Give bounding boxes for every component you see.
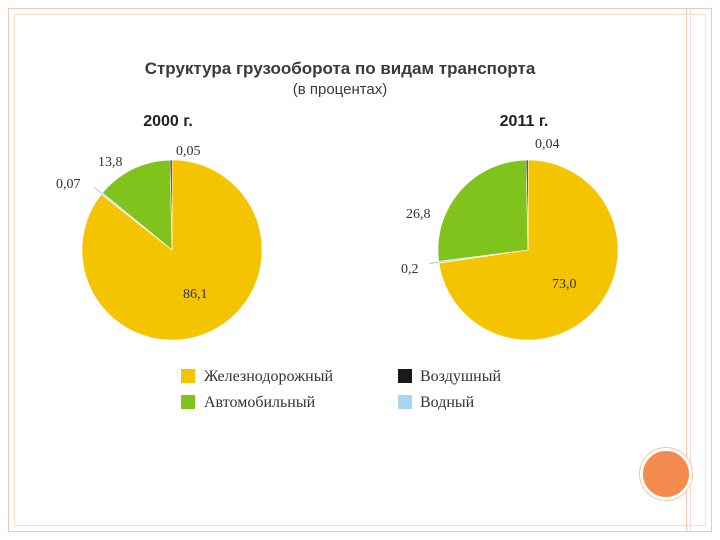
legend-swatch-auto: [181, 395, 195, 409]
slide-frame-outer: [8, 8, 712, 532]
pie-slice-2011-rail: [438, 159, 619, 341]
legend-label-air: Воздушный: [420, 368, 501, 385]
side-rule: [686, 8, 687, 532]
data-label-2000-rail: 86,1: [183, 287, 208, 302]
legend-label-water: Водный: [420, 394, 475, 411]
pie-year-label-2011: 2011 г.: [500, 113, 549, 130]
data-label-2011-rail: 73,0: [552, 277, 577, 292]
pie-slice-2011-air: [525, 159, 529, 251]
legend-swatch-rail: [181, 369, 195, 383]
data-label-2011-auto: 26,8: [406, 207, 431, 222]
decorative-circle: [640, 448, 692, 500]
data-label-2000-water: 0,07: [56, 177, 81, 192]
data-label-2011-air: 0,04: [535, 137, 560, 152]
pie-slice-2000-auto: [102, 159, 173, 251]
legend: Железнодорожный Автомобильный Воздушный …: [181, 368, 501, 411]
slide-frame-inner: [14, 14, 706, 526]
legend-label-auto: Автомобильный: [204, 394, 316, 411]
chart-subtitle: (в процентах): [293, 81, 388, 98]
data-label-2000-air: 0,05: [176, 144, 201, 159]
legend-swatch-air: [398, 369, 412, 383]
data-label-2011-water: 0,2: [401, 262, 419, 277]
legend-label-rail: Железнодорожный: [204, 368, 333, 385]
data-label-2000-auto: 13,8: [98, 155, 123, 170]
pie-slice-2011-water: [428, 251, 519, 265]
pie-year-label-2000: 2000 г.: [143, 113, 193, 130]
pie-slice-2000-air: [169, 159, 173, 251]
chart-title: Структура грузооборота по видам транспор…: [145, 59, 536, 78]
pie-slice-2011-auto: [437, 159, 529, 262]
pie-2011: [428, 159, 619, 341]
legend-swatch-water: [398, 395, 412, 409]
pie-2000: [81, 159, 263, 341]
side-rule: [690, 8, 691, 532]
